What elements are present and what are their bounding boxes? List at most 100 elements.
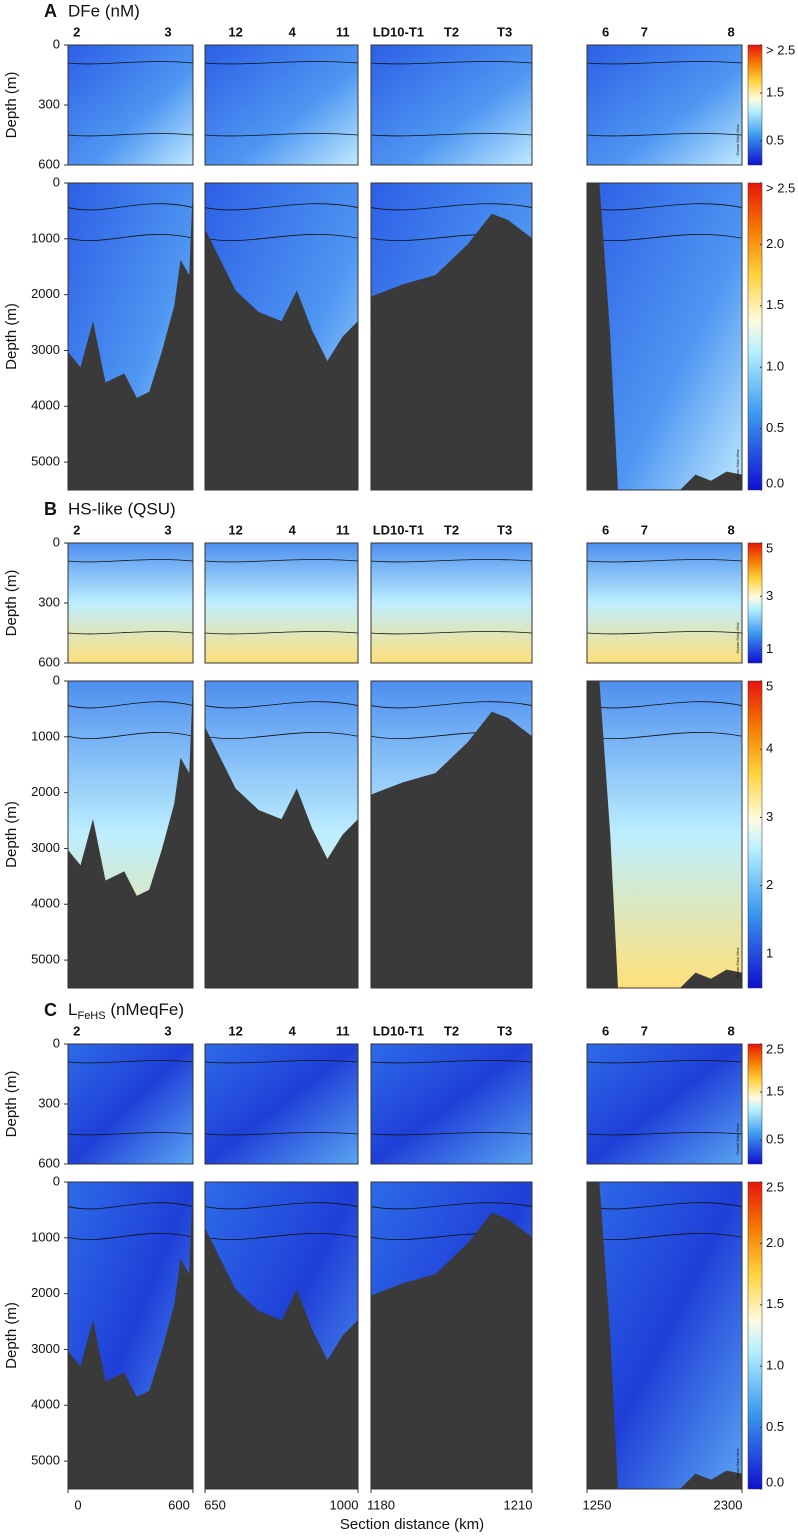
colorbar xyxy=(747,182,763,491)
section-frame xyxy=(370,680,533,989)
colorbar xyxy=(747,44,763,166)
y-axis-label: Depth (m) xyxy=(3,801,20,868)
y-tick-label: 2000 xyxy=(31,286,60,301)
colorbar-tick-label: 2.0 xyxy=(766,1235,784,1250)
colorbar-tick-label: 2.5 xyxy=(766,1179,784,1194)
contour-line xyxy=(67,731,194,740)
station-label: LD10-T1 xyxy=(373,1023,424,1038)
y-tick-label: 0 xyxy=(53,534,60,549)
contour-line xyxy=(204,1060,359,1064)
contour-line xyxy=(586,559,743,563)
colorbar-tick-label: 2.0 xyxy=(766,236,784,251)
colorbar-tick-label: 5 xyxy=(766,678,773,693)
contour-line xyxy=(67,631,194,635)
watermark: Ocean Data View xyxy=(735,449,740,480)
station-label: 2 xyxy=(73,1023,80,1038)
contour-line xyxy=(586,1202,743,1210)
contour-line xyxy=(586,701,743,709)
section-field xyxy=(205,543,358,663)
colorbar-tick-label: 0.5 xyxy=(766,132,784,147)
colorbar-tick-label: > 2.5 xyxy=(766,42,795,57)
y-tick-label: 0 xyxy=(53,1035,60,1050)
bathymetry xyxy=(371,1212,532,1489)
section-field xyxy=(587,543,742,663)
x-tick-label: 600 xyxy=(168,1497,190,1512)
bathymetry xyxy=(371,711,532,988)
x-tick-label: 1180 xyxy=(367,1497,395,1512)
y-tick-label: 600 xyxy=(38,156,60,171)
colorbar-tick-label: > 2.5 xyxy=(766,180,795,195)
colorbar xyxy=(747,1043,763,1165)
colorbar-tick-label: 0.5 xyxy=(766,420,784,435)
section-frame xyxy=(586,542,743,664)
y-tick-label: 300 xyxy=(38,1095,60,1110)
panel-title: LFeHS (nMeqFe) xyxy=(68,1000,184,1021)
y-tick-label: 600 xyxy=(38,654,60,669)
colorbar-tick-label: 3 xyxy=(766,588,773,603)
title-part: (nMeqFe) xyxy=(106,1000,184,1019)
contour-line xyxy=(204,559,359,563)
contour-line xyxy=(204,133,359,137)
panel-letter: B xyxy=(44,499,57,519)
y-tick-label: 1000 xyxy=(31,1229,60,1244)
colorbar-tick-label: 1.0 xyxy=(766,359,784,374)
colorbar-tick-label: 1 xyxy=(766,945,773,960)
y-tick-label: 5000 xyxy=(31,454,60,469)
contour-line xyxy=(204,233,359,241)
y-axis-label: Depth (m) xyxy=(3,72,20,139)
section-field xyxy=(371,1044,532,1164)
colorbar-tick-label: 3 xyxy=(766,809,773,824)
colorbar-tick-label: 0.0 xyxy=(766,1474,784,1489)
station-label: T3 xyxy=(497,1023,512,1038)
colorbar-tick-label: 2 xyxy=(766,877,773,892)
section-frame xyxy=(370,182,533,491)
y-tick-label: 4000 xyxy=(31,896,60,911)
y-tick-label: 5000 xyxy=(31,952,60,967)
contour-line xyxy=(204,1232,359,1240)
section-field xyxy=(68,45,193,165)
station-label: 4 xyxy=(289,522,297,537)
contour-line xyxy=(370,133,533,137)
y-tick-label: 0 xyxy=(53,36,60,51)
y-tick-label: 0 xyxy=(53,1173,60,1188)
y-axis-label: Depth (m) xyxy=(3,303,20,370)
station-label: 7 xyxy=(641,24,648,39)
contour-line xyxy=(67,1132,194,1136)
station-label: 2 xyxy=(73,24,80,39)
colorbar-tick-label: 1.0 xyxy=(766,1358,784,1373)
y-tick-label: 3000 xyxy=(31,840,60,855)
y-tick-label: 0 xyxy=(53,174,60,189)
colorbar-tick-label: 0.5 xyxy=(766,1131,784,1146)
station-label: T2 xyxy=(444,1023,459,1038)
contour-line xyxy=(370,701,533,709)
contour-line xyxy=(370,631,533,635)
colorbar-tick-label: 0.0 xyxy=(766,475,784,490)
contour-line xyxy=(67,559,194,563)
section-frame xyxy=(370,44,533,166)
watermark: Ocean Data View xyxy=(735,124,740,155)
contour-line xyxy=(204,1132,359,1136)
x-axis-label: Section distance (km) xyxy=(340,1516,484,1533)
contour-line xyxy=(204,1202,359,1210)
contour-line xyxy=(67,203,194,211)
section-frame xyxy=(586,1043,743,1165)
section-field xyxy=(587,45,742,165)
station-label: 8 xyxy=(728,522,735,537)
colorbar-tick-label: 1 xyxy=(766,641,773,656)
colorbar xyxy=(747,1181,763,1490)
colorbar-tick-label: 0.5 xyxy=(766,1419,784,1434)
section-frame xyxy=(204,542,359,664)
section-frame xyxy=(586,680,743,989)
bathymetry xyxy=(68,681,193,988)
station-label: 6 xyxy=(602,24,609,39)
section-frame xyxy=(370,1043,533,1165)
station-label: 7 xyxy=(641,522,648,537)
section-field xyxy=(371,543,532,663)
section-frame xyxy=(67,44,194,166)
station-label: 3 xyxy=(164,24,171,39)
colorbar-tick-label: 4 xyxy=(766,741,773,756)
x-tick-label: 1210 xyxy=(504,1497,533,1512)
station-label: 6 xyxy=(602,522,609,537)
section-field xyxy=(205,1044,358,1164)
